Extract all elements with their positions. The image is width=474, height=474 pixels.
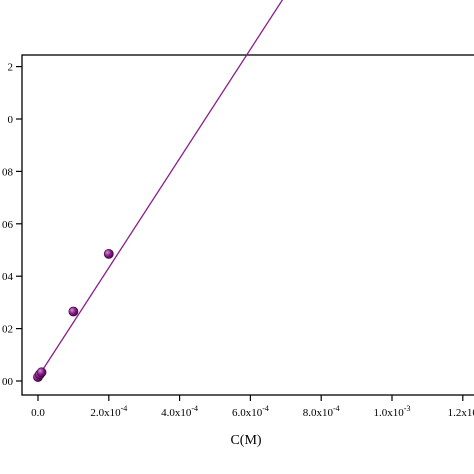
fit-line-group	[37, 0, 284, 378]
data-points	[33, 248, 114, 382]
y-tick-label: 00	[2, 376, 14, 388]
x-tick-label: 2.0x10-4	[90, 404, 127, 419]
x-tick-label: 1.0x10-3	[374, 404, 411, 419]
data-point	[68, 306, 79, 317]
x-tick-exponent: -3	[404, 404, 411, 413]
x-tick-exponent: -4	[121, 404, 128, 413]
data-point	[36, 367, 47, 378]
data-point	[103, 248, 114, 259]
x-tick-label: 6.0x10-4	[232, 404, 269, 419]
y-tick-label: 04	[2, 271, 14, 283]
x-tick-label: 4.0x10-4	[161, 404, 198, 419]
y-tick-label: 02	[2, 324, 13, 336]
plot-frame	[21, 54, 474, 396]
x-tick-label: 0.0	[31, 407, 45, 419]
x-tick-label: 8.0x10-4	[303, 404, 340, 419]
y-tick-label: 06	[2, 219, 14, 231]
x-axis-ticks: 0.0 2.0x10-4 4.0x10-4 6.0x10-4 8.0x10-4 1.0x1…	[31, 395, 474, 419]
x-tick-exponent: -4	[262, 404, 269, 413]
x-axis-title: C(M)	[230, 433, 261, 448]
y-tick-label: 08	[2, 166, 14, 178]
y-tick-label: 2	[8, 62, 14, 74]
x-tick-exponent: -4	[333, 404, 340, 413]
y-tick-label: 0	[8, 114, 14, 126]
x-tick-exponent: -4	[191, 404, 198, 413]
fit-line	[37, 0, 284, 378]
